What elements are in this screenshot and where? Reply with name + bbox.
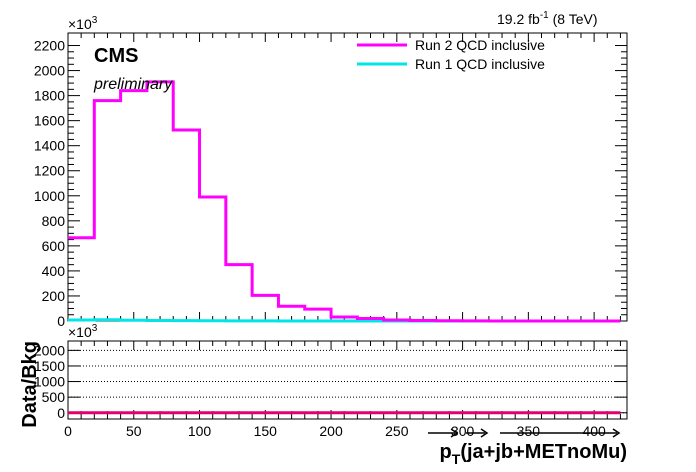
ratio-x-tick-label: 100 (188, 423, 212, 439)
experiment-label: CMS (94, 45, 138, 67)
main-y-tick-label: 800 (42, 213, 66, 229)
ratio-y-tick-label: 1000 (34, 374, 65, 390)
ratio-x-tick-label: 150 (254, 423, 278, 439)
ratio-point (79, 411, 83, 415)
ratio-y-multiplier: ×103 (68, 323, 98, 340)
ratio-point (605, 411, 609, 415)
ratio-y-tick-label: 0 (57, 405, 65, 421)
main-y-multiplier: ×103 (68, 15, 98, 32)
ratio-point (342, 411, 346, 415)
ratio-point (421, 411, 425, 415)
ratio-point (316, 411, 320, 415)
x-axis-label: pT(ja+jb+METnoMu) (428, 428, 627, 467)
x-axis-title: pT(ja+jb+METnoMu) (440, 441, 627, 467)
ratio-x-tick-label: 400 (582, 423, 606, 439)
ratio-x-tick-label: 350 (517, 423, 541, 439)
main-histograms (68, 80, 621, 323)
ratio-x-tick-label: 50 (126, 423, 142, 439)
main-y-tick-label: 1200 (34, 163, 65, 179)
histogram-run2-qcd-inclusive (68, 80, 621, 323)
ratio-x-axis: 0 50 100 150 200 250 300 350 400 (64, 341, 621, 439)
vector-arrow-met (500, 428, 621, 438)
luminosity-label: 19.2 fb-1 (8 TeV) (497, 10, 598, 27)
main-y-tick-label: 200 (42, 288, 66, 304)
legend-label-run2: Run 2 QCD inclusive (415, 37, 545, 53)
ratio-point (579, 411, 583, 415)
main-y-tick-label: 1800 (34, 88, 65, 104)
ratio-point (474, 411, 478, 415)
ratio-point (132, 411, 136, 415)
main-y-tick-label: 1400 (34, 138, 65, 154)
ratio-point (526, 411, 530, 415)
ratio-point (105, 411, 110, 415)
status-label: preliminary (93, 76, 173, 93)
main-y-tick-label: 0 (57, 313, 65, 329)
main-y-tick-label: 2000 (34, 63, 65, 79)
main-y-tick-label: 1600 (34, 113, 65, 129)
ratio-point (184, 411, 188, 415)
main-panel: 0 200 400 600 800 1000 1200 1400 1600 1800 2000 220… (34, 10, 628, 329)
main-y-axis: 0 200 400 600 800 1000 1200 1400 1600 1800 2000 220… (34, 38, 627, 329)
legend: Run 2 QCD inclusive Run 1 QCD inclusive (357, 37, 545, 72)
ratio-plot-frame (67, 340, 628, 420)
ratio-x-tick-label: 300 (451, 423, 475, 439)
ratio-y-tick-label: 1500 (34, 358, 65, 374)
ratio-point (368, 411, 373, 415)
ratio-point (158, 411, 162, 415)
ratio-point (553, 411, 557, 415)
ratio-histogram (68, 411, 621, 415)
main-y-tick-label: 2200 (34, 38, 65, 54)
ratio-point (211, 411, 215, 415)
legend-label-run1: Run 1 QCD inclusive (415, 56, 545, 72)
ratio-point (237, 411, 241, 415)
ratio-y-tick-label: 2000 (34, 342, 65, 358)
ratio-x-tick-label: 0 (64, 423, 72, 439)
vector-arrow-ja (428, 428, 459, 438)
ratio-point (500, 411, 504, 415)
ratio-point (263, 411, 267, 415)
vector-arrow-jb (466, 428, 489, 438)
ratio-x-tick-label: 250 (385, 423, 409, 439)
ratio-point (290, 411, 294, 415)
main-y-tick-label: 400 (42, 263, 66, 279)
ratio-point (395, 411, 399, 415)
ratio-point (447, 411, 452, 415)
ratio-y-tick-label: 500 (42, 389, 66, 405)
main-y-tick-label: 1000 (34, 188, 65, 204)
main-y-tick-label: 600 (42, 238, 66, 254)
ratio-x-tick-label: 200 (319, 423, 343, 439)
ratio-y-axis-label: Data/Bkg (19, 341, 41, 428)
